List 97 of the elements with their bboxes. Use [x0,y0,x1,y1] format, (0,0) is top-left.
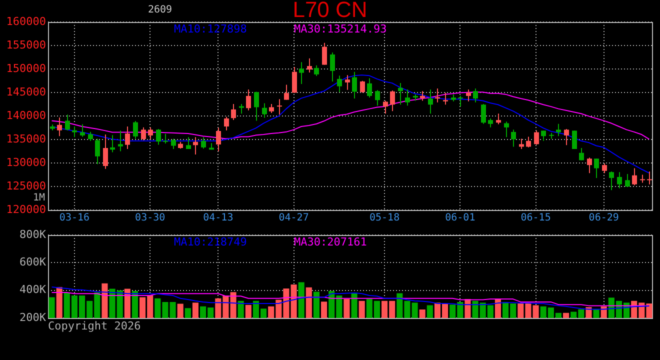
candlestick [504,121,509,138]
candlestick [186,136,191,150]
y-tick-label: 200K [20,310,46,324]
candlestick [125,126,130,150]
x-tick-label: 06-29 [588,212,619,224]
x-tick-label: 06-01 [445,212,476,224]
candlestick [375,90,380,106]
x-tick-label: 04-27 [278,212,309,224]
y-tick-label: 400K [20,283,46,296]
candlestick [118,130,123,152]
candlestick [72,126,77,138]
candlestick [292,66,297,94]
text: MA10:218749 [174,235,247,248]
candlestick [405,88,410,106]
text: MA30:207161 [294,235,367,248]
candlestick [383,100,388,114]
candlestick [579,148,584,161]
candlestick [526,136,531,148]
y-tick-label: 155000 [6,38,46,52]
candlestick [284,84,289,100]
candlestick [390,90,395,112]
candlestick [307,58,312,73]
candlestick [193,136,198,155]
candlestick [360,80,365,94]
candlestick [466,88,471,102]
chart-subtitle: 2609 [148,4,172,16]
x-tick-label: 03-30 [135,212,166,224]
candlestick [103,134,108,170]
candlestick [171,138,176,150]
candlestick [322,42,327,66]
candlestick [314,64,319,77]
text: Copyright 2026 [48,319,141,332]
candlestick [239,103,244,114]
candlestick [443,92,448,106]
candlestick [95,138,100,165]
y-tick-label: 800K [20,228,46,241]
y-tick-label: 135000 [6,132,46,146]
chart-title: L70 CN [292,0,368,22]
candlestick [435,88,440,103]
candlestick [156,128,161,146]
candlestick [632,168,637,186]
y-tick-label: 600K [20,256,46,269]
candlestick [625,174,630,188]
candlestick [367,78,372,98]
candlestick [602,162,607,174]
y-tick-label: 130000 [6,156,46,169]
candlestick [564,128,569,146]
candlestick [269,103,274,114]
candlestick [163,133,168,144]
text: 1M [32,192,45,204]
candlestick [398,82,403,106]
candlestick [231,103,236,121]
candlestick [224,116,229,131]
y-tick-label: 160000 [6,14,46,28]
candlestick [299,62,304,85]
text: MA10:127898 [174,22,247,36]
candlestick [330,52,335,82]
text: MA30:135214.93 [294,22,387,36]
candlestick [511,129,516,148]
x-tick-label: 03-16 [59,212,90,224]
candlestick [428,88,433,114]
candlestick [133,120,138,140]
candlestick [609,171,614,191]
candlestick [617,172,622,189]
candlestick [246,88,251,111]
candlestick [519,138,524,150]
candlestick [201,136,206,150]
candlestick [534,130,539,146]
x-tick-label: 05-18 [369,212,400,224]
candlestick [345,74,350,90]
candlestick [254,91,259,122]
candlestick [277,98,282,116]
candlestick [496,113,501,125]
candlestick [481,103,486,124]
y-tick-label: 120000 [6,202,46,216]
candlestick [141,126,146,141]
candlestick [458,95,463,108]
candlestick [262,102,267,118]
y-tick-label: 140000 [6,108,46,122]
candlestick [65,114,70,131]
candlestick [352,71,357,100]
candlestick [587,157,592,174]
candlestick [647,171,652,185]
candlestick [337,75,342,93]
y-tick-label: 145000 [6,85,46,98]
x-tick-label: 04-13 [203,212,234,224]
candlestick [148,126,153,140]
candlestick [80,124,85,138]
candlestick [57,116,62,137]
y-tick-label: 150000 [6,62,46,75]
candlestick [556,123,561,137]
y-tick-label: 125000 [6,179,46,192]
candlestick [541,130,546,142]
candlestick [594,158,599,178]
x-tick-label: 06-15 [520,212,551,224]
candlestick [473,88,478,103]
candlestick [216,127,221,152]
